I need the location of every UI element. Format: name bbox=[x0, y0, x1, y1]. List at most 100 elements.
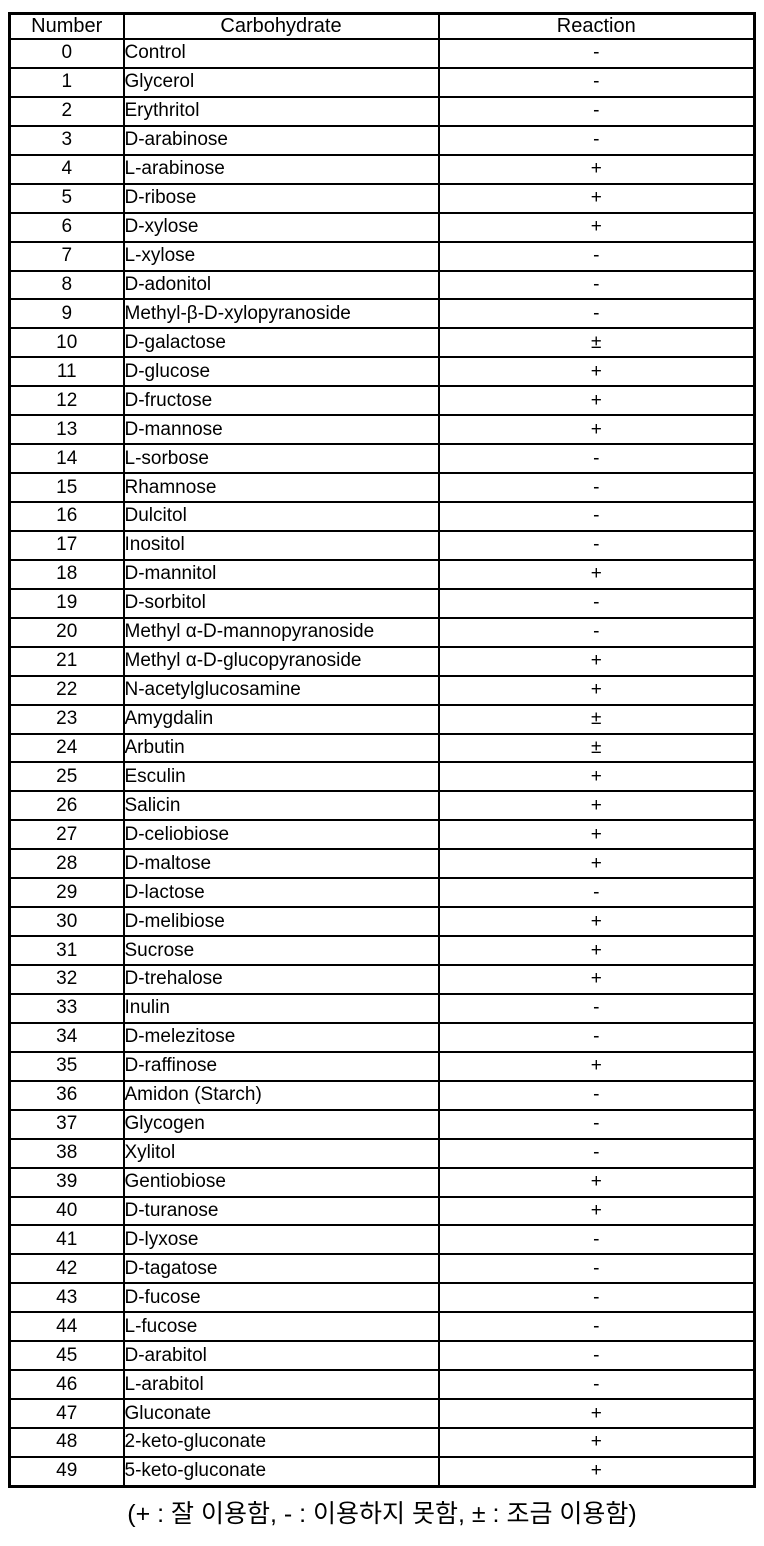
cell-reaction: + bbox=[437, 906, 756, 938]
cell-number: 40 bbox=[8, 1195, 125, 1227]
cell-carbohydrate: D-ribose bbox=[122, 182, 440, 214]
cell-carbohydrate: Erythritol bbox=[122, 95, 440, 127]
cell-number: 22 bbox=[8, 674, 125, 706]
cell-reaction: + bbox=[437, 645, 756, 677]
table-row: 26 Salicin + bbox=[8, 790, 756, 822]
cell-reaction: + bbox=[437, 414, 756, 446]
table-row: 10 D-galactose ± bbox=[8, 327, 756, 359]
cell-reaction: - bbox=[437, 529, 756, 561]
cell-number: 19 bbox=[8, 587, 125, 619]
cell-reaction: + bbox=[437, 1050, 756, 1082]
cell-number: 43 bbox=[8, 1282, 125, 1314]
cell-carbohydrate: D-fructose bbox=[122, 385, 440, 417]
cell-number: 47 bbox=[8, 1398, 125, 1429]
cell-number: 7 bbox=[8, 240, 125, 272]
cell-carbohydrate: Methyl-β-D-xylopyranoside bbox=[122, 298, 440, 330]
cell-number: 31 bbox=[8, 935, 125, 966]
cell-carbohydrate: D-melibiose bbox=[122, 906, 440, 938]
cell-number: 36 bbox=[8, 1079, 125, 1111]
table-row: 11 D-glucose + bbox=[8, 356, 756, 388]
table-row: 6 D-xylose + bbox=[8, 211, 756, 243]
cell-carbohydrate: D-glucose bbox=[122, 356, 440, 388]
table-row: 47 Gluconate + bbox=[8, 1398, 756, 1429]
cell-carbohydrate: L-fucose bbox=[122, 1311, 440, 1343]
cell-reaction: - bbox=[437, 1340, 756, 1372]
cell-carbohydrate: D-fucose bbox=[122, 1282, 440, 1314]
cell-number: 33 bbox=[8, 992, 125, 1024]
cell-carbohydrate: D-arabinose bbox=[122, 124, 440, 156]
cell-carbohydrate: D-trehalose bbox=[122, 964, 440, 995]
cell-reaction: + bbox=[437, 211, 756, 243]
column-header-reaction: Reaction bbox=[437, 12, 756, 40]
cell-number: 26 bbox=[8, 790, 125, 822]
table-row: 18 D-mannitol + bbox=[8, 558, 756, 590]
cell-number: 37 bbox=[8, 1108, 125, 1140]
table-row: 29 D-lactose - bbox=[8, 877, 756, 909]
cell-number: 45 bbox=[8, 1340, 125, 1372]
cell-reaction: + bbox=[437, 153, 756, 185]
table-row: 28 D-maltose + bbox=[8, 848, 756, 880]
table-row: 23 Amygdalin ± bbox=[8, 703, 756, 735]
carbohydrate-utilization-table: Number Carbohydrate Reaction 0 Control -… bbox=[8, 12, 756, 1488]
table-row: 31 Sucrose + bbox=[8, 935, 756, 966]
cell-number: 13 bbox=[8, 414, 125, 446]
cell-reaction: - bbox=[437, 124, 756, 156]
cell-reaction: + bbox=[437, 385, 756, 417]
table-row: 22 N-acetylglucosamine + bbox=[8, 674, 756, 706]
cell-carbohydrate: Salicin bbox=[122, 790, 440, 822]
cell-number: 32 bbox=[8, 964, 125, 995]
cell-reaction: - bbox=[437, 269, 756, 301]
cell-reaction: + bbox=[437, 182, 756, 214]
cell-number: 21 bbox=[8, 645, 125, 677]
cell-number: 11 bbox=[8, 356, 125, 388]
cell-number: 16 bbox=[8, 501, 125, 532]
cell-carbohydrate: 2-keto-gluconate bbox=[122, 1427, 440, 1458]
cell-reaction: + bbox=[437, 935, 756, 966]
cell-carbohydrate: Rhamnose bbox=[122, 472, 440, 503]
column-header-number: Number bbox=[8, 12, 125, 40]
table-row: 20 Methyl α-D-mannopyranoside - bbox=[8, 616, 756, 648]
cell-reaction: + bbox=[437, 1455, 756, 1488]
cell-number: 24 bbox=[8, 732, 125, 764]
cell-reaction: - bbox=[437, 1224, 756, 1256]
column-header-carbohydrate: Carbohydrate bbox=[122, 12, 440, 40]
cell-reaction: + bbox=[437, 848, 756, 880]
table-row: 34 D-melezitose - bbox=[8, 1021, 756, 1053]
cell-reaction: + bbox=[437, 790, 756, 822]
cell-number: 42 bbox=[8, 1253, 125, 1285]
cell-number: 29 bbox=[8, 877, 125, 909]
cell-reaction: + bbox=[437, 964, 756, 995]
table-row: 9 Methyl-β-D-xylopyranoside - bbox=[8, 298, 756, 330]
table-row: 43 D-fucose - bbox=[8, 1282, 756, 1314]
table-row: 49 5-keto-gluconate + bbox=[8, 1455, 756, 1488]
table-row: 0 Control - bbox=[8, 38, 756, 69]
cell-reaction: + bbox=[437, 558, 756, 590]
cell-carbohydrate: L-arabinose bbox=[122, 153, 440, 185]
cell-reaction: + bbox=[437, 1427, 756, 1458]
table-row: 40 D-turanose + bbox=[8, 1195, 756, 1227]
cell-carbohydrate: D-tagatose bbox=[122, 1253, 440, 1285]
cell-carbohydrate: L-xylose bbox=[122, 240, 440, 272]
cell-number: 3 bbox=[8, 124, 125, 156]
cell-reaction: + bbox=[437, 1166, 756, 1198]
cell-carbohydrate: Methyl α-D-mannopyranoside bbox=[122, 616, 440, 648]
cell-reaction: - bbox=[437, 616, 756, 648]
cell-number: 38 bbox=[8, 1137, 125, 1169]
cell-reaction: - bbox=[437, 1108, 756, 1140]
cell-number: 2 bbox=[8, 95, 125, 127]
table-row: 7 L-xylose - bbox=[8, 240, 756, 272]
table-row: 39 Gentiobiose + bbox=[8, 1166, 756, 1198]
cell-number: 1 bbox=[8, 66, 125, 98]
table-row: 16 Dulcitol - bbox=[8, 501, 756, 532]
cell-carbohydrate: Amidon (Starch) bbox=[122, 1079, 440, 1111]
cell-carbohydrate: D-adonitol bbox=[122, 269, 440, 301]
cell-number: 41 bbox=[8, 1224, 125, 1256]
cell-number: 49 bbox=[8, 1455, 125, 1488]
cell-number: 35 bbox=[8, 1050, 125, 1082]
cell-reaction: - bbox=[437, 587, 756, 619]
cell-carbohydrate: 5-keto-gluconate bbox=[122, 1455, 440, 1488]
cell-carbohydrate: Esculin bbox=[122, 761, 440, 793]
reaction-legend: (+ : 잘 이용함, - : 이용하지 못함, ± : 조금 이용함) bbox=[127, 1500, 637, 1528]
cell-carbohydrate: D-lyxose bbox=[122, 1224, 440, 1256]
